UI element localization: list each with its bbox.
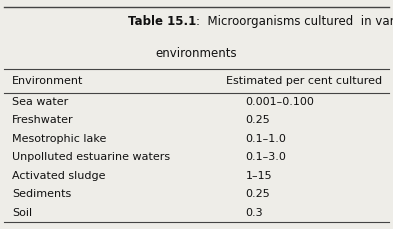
Text: :  Microorganisms cultured  in various: : Microorganisms cultured in various (196, 15, 393, 28)
Text: Activated sludge: Activated sludge (12, 171, 105, 181)
Text: 1–15: 1–15 (246, 171, 272, 181)
Text: 0.25: 0.25 (246, 115, 270, 125)
Text: 0.001–0.100: 0.001–0.100 (246, 97, 314, 107)
Text: Mesotrophic lake: Mesotrophic lake (12, 134, 106, 144)
Text: Environment: Environment (12, 76, 83, 86)
Text: environments: environments (156, 47, 237, 60)
Text: 0.1–1.0: 0.1–1.0 (246, 134, 286, 144)
Text: 0.3: 0.3 (246, 208, 263, 218)
Text: 0.25: 0.25 (246, 189, 270, 199)
Text: Soil: Soil (12, 208, 32, 218)
Text: 0.1–3.0: 0.1–3.0 (246, 153, 286, 162)
Text: Freshwater: Freshwater (12, 115, 73, 125)
Text: Estimated per cent cultured: Estimated per cent cultured (226, 76, 382, 86)
Text: Table 15.1: Table 15.1 (128, 15, 196, 28)
Text: Sediments: Sediments (12, 189, 71, 199)
Text: Unpolluted estuarine waters: Unpolluted estuarine waters (12, 153, 170, 162)
Text: Sea water: Sea water (12, 97, 68, 107)
